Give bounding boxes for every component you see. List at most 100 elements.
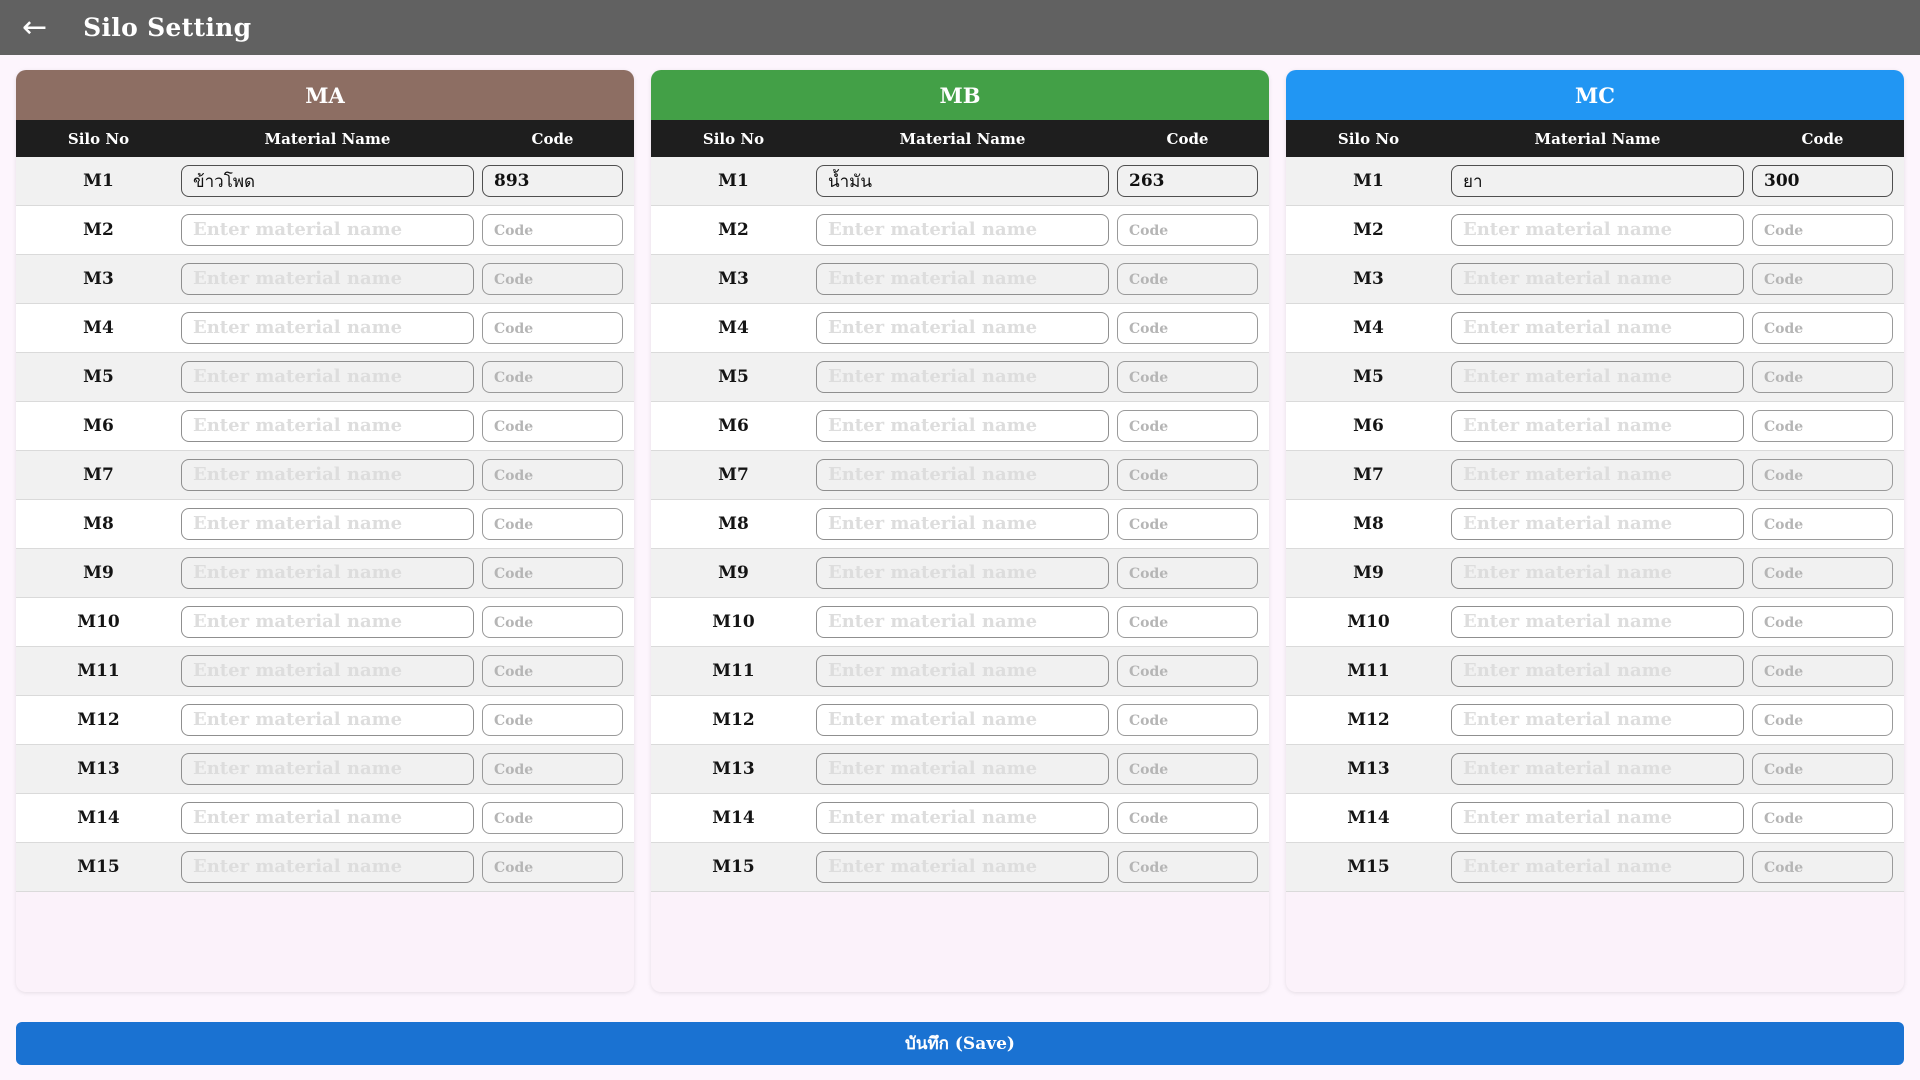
material-name-input[interactable] <box>816 459 1109 491</box>
code-input[interactable] <box>1117 606 1258 638</box>
material-name-input[interactable] <box>1451 606 1744 638</box>
material-name-input[interactable] <box>816 851 1109 883</box>
material-name-input[interactable] <box>816 704 1109 736</box>
code-input[interactable] <box>1117 165 1258 197</box>
material-name-input[interactable] <box>816 655 1109 687</box>
code-input[interactable] <box>482 802 623 834</box>
material-name-input[interactable] <box>816 410 1109 442</box>
code-input[interactable] <box>482 459 623 491</box>
material-name-input[interactable] <box>181 753 474 785</box>
material-name-input[interactable] <box>181 165 474 197</box>
silo-no-label: M12 <box>712 710 755 730</box>
material-name-input[interactable] <box>1451 459 1744 491</box>
code-input[interactable] <box>482 508 623 540</box>
code-input[interactable] <box>482 753 623 785</box>
silo-no-label: M14 <box>712 808 755 828</box>
code-input[interactable] <box>1752 312 1893 344</box>
table-row: M15 <box>651 843 1269 892</box>
code-input[interactable] <box>482 263 623 295</box>
material-name-input[interactable] <box>1451 410 1744 442</box>
code-input[interactable] <box>1117 214 1258 246</box>
code-input[interactable] <box>1117 802 1258 834</box>
code-input[interactable] <box>482 655 623 687</box>
material-name-input[interactable] <box>1451 851 1744 883</box>
code-input[interactable] <box>1752 410 1893 442</box>
silo-no-label: M5 <box>718 367 749 387</box>
code-input[interactable] <box>1117 655 1258 687</box>
code-input[interactable] <box>1752 361 1893 393</box>
material-name-input[interactable] <box>181 459 474 491</box>
code-input[interactable] <box>1752 655 1893 687</box>
table-row: M13 <box>1286 745 1904 794</box>
material-name-input[interactable] <box>181 655 474 687</box>
table-body: M1 M2 M3 M4 M5 M6 M7 M8 M9 M10 <box>16 157 634 892</box>
material-name-input[interactable] <box>816 165 1109 197</box>
code-input[interactable] <box>1752 802 1893 834</box>
material-name-input[interactable] <box>1451 655 1744 687</box>
material-name-input[interactable] <box>1451 753 1744 785</box>
code-input[interactable] <box>1117 704 1258 736</box>
material-name-input[interactable] <box>1451 802 1744 834</box>
material-name-input[interactable] <box>816 557 1109 589</box>
code-input[interactable] <box>482 557 623 589</box>
material-name-input[interactable] <box>181 214 474 246</box>
material-name-input[interactable] <box>181 557 474 589</box>
code-input[interactable] <box>1752 214 1893 246</box>
code-input[interactable] <box>1117 753 1258 785</box>
code-input[interactable] <box>1117 263 1258 295</box>
material-name-input[interactable] <box>181 606 474 638</box>
back-arrow-icon: ← <box>22 9 48 45</box>
material-name-input[interactable] <box>816 508 1109 540</box>
material-name-input[interactable] <box>1451 312 1744 344</box>
code-input[interactable] <box>1752 165 1893 197</box>
code-input[interactable] <box>482 214 623 246</box>
material-name-input[interactable] <box>816 361 1109 393</box>
material-name-input[interactable] <box>1451 165 1744 197</box>
material-name-input[interactable] <box>181 410 474 442</box>
material-name-input[interactable] <box>1451 704 1744 736</box>
code-input[interactable] <box>1117 312 1258 344</box>
material-name-input[interactable] <box>816 214 1109 246</box>
material-name-input[interactable] <box>181 508 474 540</box>
material-name-input[interactable] <box>181 361 474 393</box>
code-input[interactable] <box>1117 361 1258 393</box>
material-name-input[interactable] <box>1451 508 1744 540</box>
code-input[interactable] <box>482 361 623 393</box>
code-input[interactable] <box>1752 851 1893 883</box>
code-input[interactable] <box>1752 459 1893 491</box>
material-name-input[interactable] <box>816 802 1109 834</box>
code-input[interactable] <box>482 704 623 736</box>
table-row: M11 <box>16 647 634 696</box>
material-name-input[interactable] <box>816 606 1109 638</box>
code-input[interactable] <box>482 606 623 638</box>
material-name-input[interactable] <box>181 704 474 736</box>
code-input[interactable] <box>1117 508 1258 540</box>
code-input[interactable] <box>1752 508 1893 540</box>
material-name-input[interactable] <box>816 753 1109 785</box>
material-name-input[interactable] <box>1451 263 1744 295</box>
material-name-input[interactable] <box>1451 557 1744 589</box>
material-name-input[interactable] <box>816 263 1109 295</box>
code-input[interactable] <box>1117 851 1258 883</box>
code-input[interactable] <box>1752 263 1893 295</box>
code-input[interactable] <box>1117 459 1258 491</box>
code-input[interactable] <box>482 312 623 344</box>
code-input[interactable] <box>482 165 623 197</box>
material-name-input[interactable] <box>1451 214 1744 246</box>
code-input[interactable] <box>1752 753 1893 785</box>
code-input[interactable] <box>1752 557 1893 589</box>
material-name-input[interactable] <box>181 263 474 295</box>
code-input[interactable] <box>1117 557 1258 589</box>
material-name-input[interactable] <box>181 802 474 834</box>
back-button[interactable]: ← <box>18 9 51 45</box>
code-input[interactable] <box>1752 606 1893 638</box>
material-name-input[interactable] <box>1451 361 1744 393</box>
code-input[interactable] <box>482 851 623 883</box>
material-name-input[interactable] <box>181 312 474 344</box>
code-input[interactable] <box>1752 704 1893 736</box>
code-input[interactable] <box>1117 410 1258 442</box>
material-name-input[interactable] <box>816 312 1109 344</box>
material-name-input[interactable] <box>181 851 474 883</box>
save-button[interactable]: บันทึก (Save) <box>16 1022 1904 1065</box>
code-input[interactable] <box>482 410 623 442</box>
